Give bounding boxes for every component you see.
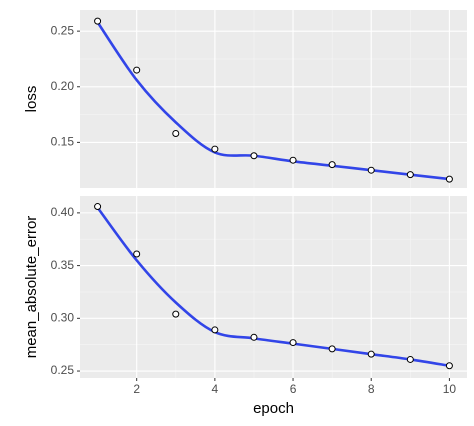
y-tick-label: 0.30: [51, 310, 75, 324]
x-tick-label: 4: [212, 382, 219, 396]
data-point: [289, 156, 297, 164]
x-tick-label: 8: [368, 382, 375, 396]
y-axis-title: mean_absolute_error: [23, 216, 40, 359]
panel-background: [80, 10, 467, 188]
y-tick-label: 0.25: [51, 23, 75, 37]
data-point: [94, 203, 102, 211]
data-point: [211, 145, 219, 153]
y-axis-title: loss: [23, 86, 40, 113]
data-point: [250, 152, 258, 160]
x-tick-label: 2: [133, 382, 140, 396]
data-point: [445, 362, 453, 370]
data-point: [328, 161, 336, 169]
x-tick-label: 6: [290, 382, 297, 396]
y-tick-label: 0.20: [51, 79, 75, 93]
x-tick-label: 10: [443, 382, 457, 396]
x-axis-title: epoch: [253, 400, 294, 417]
y-tick-label: 0.25: [51, 363, 75, 377]
data-point: [94, 17, 102, 25]
data-point: [367, 166, 375, 174]
data-point: [328, 345, 336, 353]
data-point: [133, 66, 141, 74]
data-point: [172, 310, 180, 318]
y-tick-label: 0.40: [51, 205, 75, 219]
data-point: [367, 350, 375, 358]
data-point: [172, 129, 180, 137]
data-point: [406, 171, 414, 179]
smooth-line: [96, 206, 450, 368]
y-tick-label: 0.35: [51, 258, 75, 272]
data-point: [289, 339, 297, 347]
data-point: [250, 333, 258, 341]
smooth-line: [96, 21, 450, 181]
data-point: [445, 175, 453, 183]
y-tick-label: 0.15: [51, 135, 75, 149]
panel-background: [80, 196, 467, 378]
data-point: [406, 355, 414, 363]
data-point: [211, 326, 219, 334]
data-point: [133, 250, 141, 258]
